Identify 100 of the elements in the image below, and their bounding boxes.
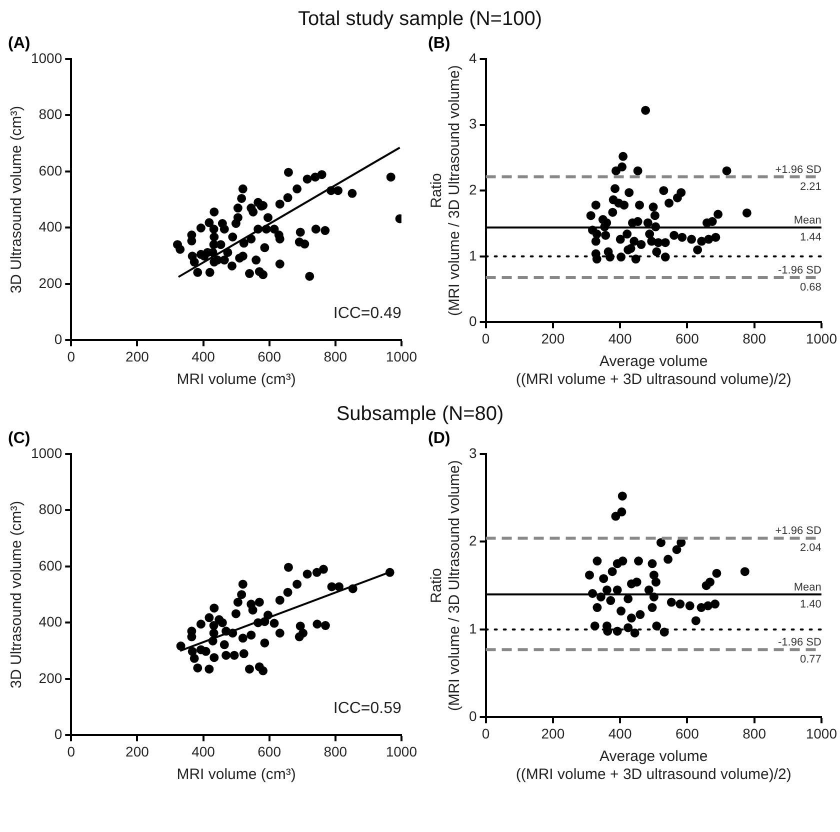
annotation: ICC=0.49: [333, 305, 402, 322]
point: [218, 618, 227, 628]
point: [590, 621, 600, 630]
point: [656, 538, 666, 548]
x-tick-label: 800: [324, 348, 348, 364]
point: [283, 588, 292, 597]
point: [298, 628, 308, 638]
x-tick-label: 0: [67, 743, 76, 760]
x-tick-label: 1000: [386, 348, 418, 364]
point: [284, 562, 293, 572]
ref-line-label: -1.96 SD 0.68: [778, 264, 822, 294]
point: [592, 556, 602, 566]
y-axis-title: 3D Ultrasound volume (cm³): [8, 500, 26, 688]
point: [676, 600, 685, 609]
x-tick-label: 600: [675, 725, 700, 742]
point: [228, 628, 238, 638]
point: [385, 568, 394, 577]
point: [254, 598, 264, 607]
x-tick-label: 800: [742, 330, 766, 346]
x-tick-label: 400: [608, 330, 632, 346]
x-tick-label: 1000: [806, 725, 838, 742]
x-axis-title: Average volume ((MRI volume + 3D ultrasound volume)/2): [516, 748, 792, 784]
y-tick-label: 4: [468, 50, 477, 66]
point: [618, 556, 628, 566]
y-axis-title: 3D Ultrasound volume (cm³): [8, 106, 26, 294]
point: [233, 598, 242, 607]
point: [204, 613, 214, 622]
x-tick-label: 200: [541, 330, 565, 346]
point: [312, 620, 322, 629]
point: [624, 594, 633, 604]
point: [275, 628, 284, 638]
point: [246, 630, 256, 640]
point: [239, 649, 248, 658]
y-tick-label: 2: [468, 532, 477, 549]
point: [270, 618, 279, 628]
point: [334, 582, 344, 592]
x-tick-label: 400: [192, 743, 216, 760]
ref-line-label: Mean 1.44: [794, 214, 822, 244]
point: [648, 559, 657, 568]
point: [196, 620, 206, 629]
point: [302, 570, 312, 579]
point: [238, 634, 248, 643]
point: [740, 567, 750, 576]
point: [318, 564, 328, 574]
annotation: ICC=0.59: [333, 700, 402, 718]
point: [652, 621, 662, 630]
point: [222, 650, 231, 660]
point: [649, 570, 658, 580]
text: (B): [428, 35, 450, 53]
point: [666, 598, 676, 607]
y-tick-label: 200: [38, 274, 62, 291]
x-axis-title: MRI volume (cm³): [176, 371, 296, 388]
point: [190, 654, 199, 663]
ref-line-label: +1.96 SD 2.21: [775, 164, 822, 193]
point: [220, 640, 229, 650]
point: [260, 638, 270, 648]
point: [672, 545, 682, 554]
point: [648, 603, 657, 612]
point: [592, 603, 602, 612]
text: (A): [8, 35, 30, 53]
y-axis-title: Ratio (MRI volume / 3D Ultrasound volume): [428, 460, 464, 712]
x-tick-label: 200: [126, 348, 150, 364]
point: [634, 556, 644, 566]
point: [651, 578, 660, 587]
text: (C): [8, 430, 30, 448]
x-tick-label: 1000: [806, 330, 838, 346]
chart-title: Subsample (N=80): [335, 402, 505, 427]
y-tick-label: 1: [468, 620, 477, 636]
point: [275, 596, 284, 605]
y-tick-label: 1: [468, 247, 477, 264]
y-tick-label: 400: [38, 218, 62, 235]
point: [176, 642, 186, 651]
point: [258, 666, 268, 676]
y-tick-label: 1000: [30, 50, 62, 66]
point: [209, 628, 218, 638]
x-tick-label: 600: [258, 743, 282, 760]
point: [245, 664, 254, 674]
point: [193, 663, 202, 672]
point: [320, 621, 330, 630]
point: [616, 606, 626, 616]
x-tick-label: 0: [67, 348, 76, 364]
point: [636, 610, 645, 620]
point: [710, 600, 720, 609]
x-tick-label: 0: [482, 725, 490, 742]
point: [248, 606, 258, 615]
point: [296, 622, 305, 631]
text: (D): [428, 430, 450, 448]
x-tick-label: 400: [608, 725, 632, 742]
point: [208, 636, 218, 646]
x-tick-label: 600: [258, 348, 282, 364]
y-tick-label: 0: [468, 708, 477, 724]
x-tick-label: 600: [675, 330, 700, 346]
x-tick-label: 800: [324, 743, 348, 760]
point: [685, 601, 694, 610]
point: [626, 614, 636, 623]
point: [292, 580, 302, 589]
point: [617, 507, 626, 516]
point: [612, 626, 622, 636]
x-tick-label: 800: [742, 725, 766, 742]
ref-line-label: +1.96 SD 2.04: [775, 525, 822, 554]
